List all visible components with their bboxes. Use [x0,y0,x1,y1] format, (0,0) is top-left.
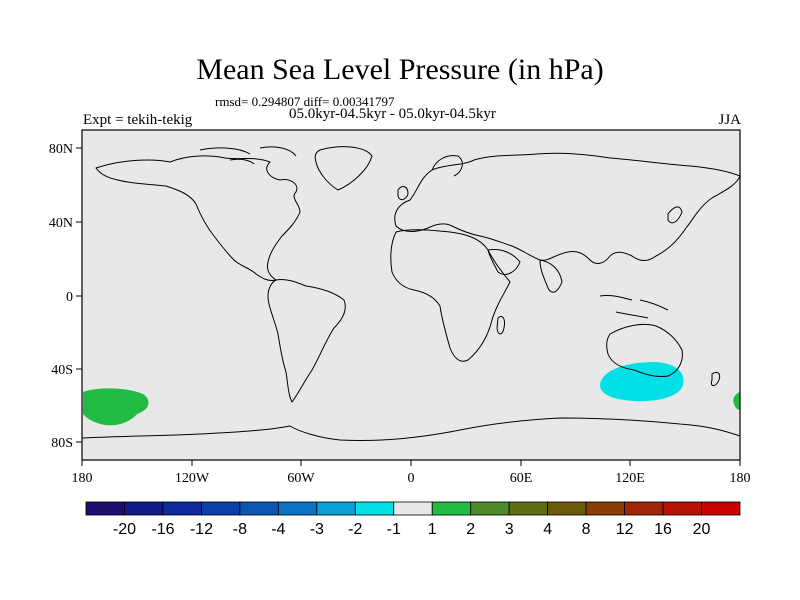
colorbar-label: -2 [348,521,362,538]
cyan-anomaly-patch [599,362,684,402]
colorbar-box [354,501,395,516]
lon-label: 180 [72,471,93,486]
colorbar-box [624,501,664,516]
colorbar-label: -8 [233,521,247,538]
lon-label: 0 [408,471,415,486]
colorbar-box [201,501,241,516]
coast-africa [390,229,511,362]
season-label: JJA [718,112,741,128]
colorbar-label: 2 [466,521,475,538]
colorbar-label: 12 [616,521,634,538]
coast-arabia [487,249,521,275]
colorbar-box [277,501,318,516]
green-anomaly-patch-east-edge [733,392,740,410]
lon-label: 120E [615,471,645,486]
period-line: 05.0kyr-04.5kyr - 05.0kyr-04.5kyr [289,106,496,122]
coast-indonesia [599,295,669,319]
colorbar [85,501,741,516]
lat-labels: 80N 40N 0 40S 80S [49,142,73,451]
lon-label: 60E [510,471,533,486]
lon-label: 60W [287,471,315,486]
coast-new-zealand [711,371,721,387]
colorbar-label: 20 [693,521,711,538]
colorbar-box [470,501,510,516]
coast-south-america [267,279,346,403]
colorbar-label: -12 [190,521,213,538]
lon-label: 180 [730,471,751,486]
colorbar-label: 3 [505,521,514,538]
coast-antarctica [81,417,741,442]
coast-greenland [314,146,373,191]
map-area [82,130,740,460]
colorbar-box [239,501,279,516]
colorbar-label: 8 [582,521,591,538]
lat-label: 40S [51,363,73,378]
colorbar-label: -16 [151,521,174,538]
colorbar-label: 4 [543,521,552,538]
colorbar-box [701,501,741,516]
colorbar-label: -4 [271,521,285,538]
colorbar-box [85,501,125,516]
colorbar-label: -1 [387,521,401,538]
coast-arctic-islands [199,146,297,165]
coast-eurasia [394,152,741,264]
chart-title: Mean Sea Level Pressure (in hPa) [196,53,604,86]
coast-uk [397,186,409,201]
lon-label: 120W [175,471,210,486]
coast-japan [667,206,683,224]
lat-label: 80N [49,142,73,157]
colorbar-box [585,501,625,516]
coast-scandinavia [431,155,463,177]
lat-label: 80S [51,436,73,451]
colorbar-labels: -20 -16 -12 -8 -4 -3 -2 -1 1 2 3 4 8 12 16 20 [113,521,711,538]
lat-label: 0 [66,290,73,305]
colorbar-label: -3 [310,521,324,538]
coast-india [539,259,563,293]
lat-label: 40N [49,216,73,231]
coast-australia [606,323,683,377]
lon-ticks [81,460,741,466]
coast-north-america [95,155,301,281]
lat-ticks [76,147,82,443]
coast-madagascar [496,315,505,335]
stats-line: rmsd= 0.294807 diff= 0.00341797 [215,94,395,109]
lon-labels: 180 120W 60W 0 60E 120E 180 [72,471,751,486]
colorbar-box [124,501,164,516]
colorbar-box [162,501,202,516]
colorbar-box [393,501,433,516]
colorbar-box [547,501,587,516]
colorbar-box [662,501,702,516]
colorbar-label: 16 [654,521,672,538]
colorbar-label: -20 [113,521,136,538]
green-anomaly-patch [83,388,149,426]
colorbar-box [508,501,549,516]
coastlines [81,146,741,442]
experiment-label: Expt = tekih-tekig [83,112,193,128]
colorbar-box [431,501,472,516]
colorbar-label: 1 [428,521,437,538]
colorbar-box [316,501,356,516]
